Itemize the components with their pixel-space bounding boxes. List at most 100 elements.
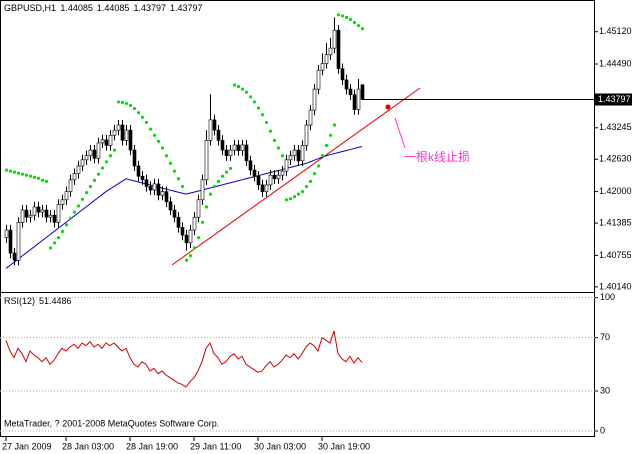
candle-body — [92, 149, 97, 159]
sar-dot — [56, 236, 61, 240]
sar-dot — [156, 139, 161, 143]
stop-point — [385, 104, 391, 110]
indicator-title: RSI(12) 51.4486 — [4, 296, 72, 306]
y-tick-label: 1.45120 — [599, 26, 632, 36]
candle-body — [124, 129, 129, 141]
candle-body — [344, 79, 349, 90]
candle-body — [276, 174, 281, 180]
sar-dot — [48, 246, 53, 250]
sar-dot — [36, 176, 41, 180]
candle-body — [272, 174, 277, 180]
sar-dot — [88, 184, 93, 189]
candle-body — [136, 165, 141, 177]
x-tick-label: 28 Jan 03:00 — [62, 441, 114, 451]
candle-body — [216, 129, 221, 141]
y-tick-label: 70 — [600, 332, 610, 342]
sar-dot — [84, 191, 89, 195]
sar-dot — [116, 100, 121, 104]
candle-body — [304, 124, 309, 146]
y-tick-label: 0 — [600, 425, 605, 435]
sar-dot — [204, 205, 209, 209]
candle-body — [320, 63, 325, 71]
sar-dot — [248, 95, 253, 99]
candle-body — [308, 109, 313, 126]
sar-dot — [200, 220, 205, 224]
sar-dot — [356, 23, 361, 28]
sar-dot — [268, 129, 273, 133]
footer: MetaTrader, ? 2001-2008 MetaQuotes Softw… — [4, 418, 219, 428]
candle-body — [168, 201, 173, 211]
candle-body — [292, 149, 297, 157]
candle-body — [240, 144, 245, 151]
candle-body — [236, 144, 241, 151]
candle-body — [360, 84, 365, 100]
candle-body — [84, 155, 89, 161]
sar-dot — [144, 120, 149, 125]
candle-body — [152, 183, 157, 191]
candle-body — [12, 252, 17, 261]
candle-body — [100, 139, 105, 144]
y-tick-label: 30 — [600, 385, 610, 395]
candle-body — [172, 209, 177, 218]
sar-dot — [336, 13, 341, 17]
candle-body — [40, 209, 45, 213]
sar-dot — [212, 184, 217, 189]
sar-dot — [276, 146, 281, 150]
sar-dot — [4, 168, 9, 172]
sar-dot — [76, 204, 81, 208]
sar-dot — [80, 197, 85, 201]
sar-dot — [260, 113, 265, 117]
price-box — [595, 93, 632, 106]
sar-dot — [304, 184, 309, 189]
sar-dot — [324, 143, 329, 148]
annotation: 一根k线止损 — [404, 150, 470, 164]
candle-body — [296, 149, 301, 162]
candle-body — [212, 119, 217, 131]
candle-body — [156, 183, 161, 196]
sar-dot — [216, 179, 221, 183]
candle-body — [336, 29, 341, 69]
sar-dot — [176, 177, 181, 181]
sar-dot — [128, 103, 133, 108]
sar-dot — [188, 254, 193, 258]
candle-body — [228, 149, 233, 157]
candle-body — [192, 216, 197, 231]
y-tick-label: 1.40755 — [599, 250, 632, 260]
y-tick-label: 1.42000 — [599, 186, 632, 196]
y-tick-label: 1.41385 — [599, 217, 632, 227]
sar-dot — [140, 115, 145, 119]
sar-dot — [236, 84, 241, 89]
sar-dot — [228, 166, 233, 171]
sar-dot — [284, 198, 289, 202]
sar-dot — [12, 170, 17, 174]
sar-dot — [264, 120, 269, 125]
candle-body — [208, 119, 213, 141]
candle-body — [104, 139, 109, 146]
sar-dot — [24, 173, 29, 177]
sar-dot — [340, 14, 345, 18]
sar-dot — [164, 154, 169, 158]
candle-body — [140, 175, 145, 181]
sar-dot — [168, 161, 173, 166]
price-label: 1.43797 — [598, 94, 631, 104]
sar-dot — [296, 192, 301, 196]
candle-body — [48, 214, 53, 218]
candle-body — [312, 88, 317, 111]
candle-body — [244, 144, 249, 162]
candle-body — [164, 191, 169, 203]
sar-dot — [92, 178, 97, 182]
candle-body — [252, 169, 257, 177]
sar-dot — [244, 90, 249, 94]
candle-body — [112, 129, 117, 136]
sar-dot — [300, 189, 305, 194]
sar-dot — [108, 154, 113, 158]
candle-body — [284, 159, 289, 172]
candle-body — [28, 214, 33, 218]
candle-body — [116, 124, 121, 131]
candle-body — [248, 160, 253, 171]
candle-body — [268, 174, 273, 186]
candle-body — [56, 204, 61, 223]
sar-dot — [120, 100, 125, 105]
x-tick-label: 28 Jan 19:00 — [126, 441, 178, 451]
